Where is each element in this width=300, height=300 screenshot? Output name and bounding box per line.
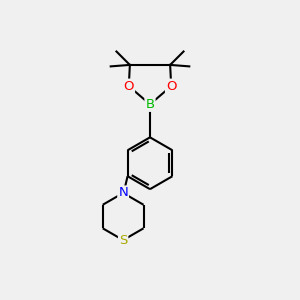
Text: B: B <box>146 98 154 111</box>
Text: S: S <box>119 234 127 247</box>
Text: O: O <box>166 80 176 93</box>
Text: N: N <box>118 187 128 200</box>
Text: O: O <box>124 80 134 93</box>
